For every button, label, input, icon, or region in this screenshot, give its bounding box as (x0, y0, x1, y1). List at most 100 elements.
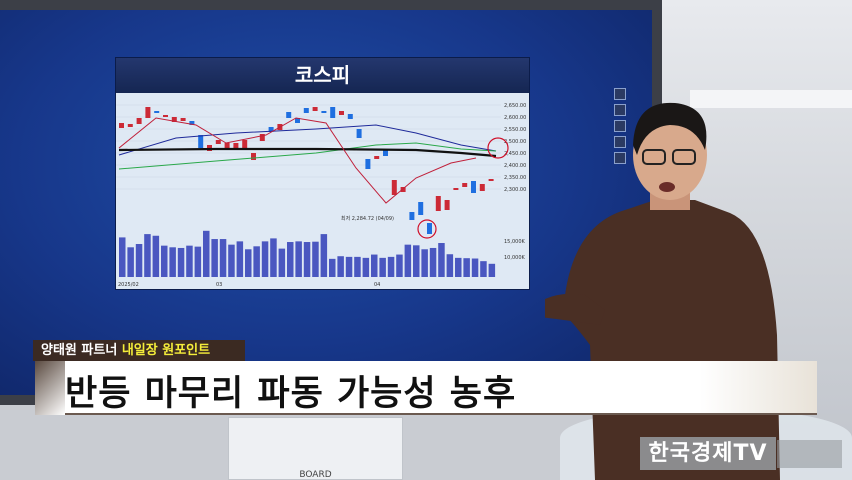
volume-bar (371, 254, 378, 277)
color-tool-icon[interactable] (614, 136, 626, 148)
volume-bar (320, 234, 328, 277)
desk-label: BOARD (299, 470, 332, 480)
volume-bar (488, 263, 496, 277)
volume-bar (236, 241, 244, 277)
candle (295, 118, 300, 123)
kospi-chart-window: 코스피 2,650.00 2,600.00 2,550.00 2,500.00 2,45… (115, 57, 530, 290)
price-tick: 2,300.00 (504, 187, 526, 193)
volume-bar (480, 261, 487, 277)
date-label: 03 (216, 282, 222, 288)
candle (268, 127, 274, 132)
volume-bar (345, 256, 353, 277)
candle (224, 143, 230, 149)
presenter-caption: 양태원 파트너 내일장 원포인트 (33, 340, 245, 361)
date-label: 2025/02 (118, 282, 139, 288)
candle (242, 140, 248, 149)
candle (119, 123, 124, 128)
candle (374, 156, 380, 159)
volume-bar (135, 244, 143, 277)
volume-bar (295, 241, 302, 277)
candle (462, 183, 468, 187)
candle (347, 114, 353, 119)
headline-text: 반등 마무리 파동 가능성 농후 (65, 374, 517, 414)
volume-bar (379, 257, 386, 277)
low-price-label: 최저 2,284.72 (04/09) (341, 215, 394, 222)
candle (251, 153, 256, 160)
candle (163, 115, 168, 117)
volume-bar (119, 237, 126, 277)
volume-bar (438, 243, 445, 277)
price-tick: 2,400.00 (504, 163, 526, 169)
eraser-tool-icon[interactable] (614, 120, 626, 132)
volume-bar (329, 258, 336, 277)
volume-tick: 15,000K (504, 239, 525, 245)
candle (154, 111, 160, 113)
volume-bar (127, 247, 134, 277)
candle (180, 118, 186, 121)
candle (330, 107, 336, 118)
date-label: 04 (374, 282, 380, 288)
volume-bar (270, 238, 277, 277)
candle (435, 196, 441, 211)
candle (479, 184, 485, 191)
studio-desk: BOARD (228, 417, 403, 480)
headline-banner: 반등 마무리 파동 가능성 농후 (35, 361, 817, 415)
presenter (545, 102, 780, 480)
candle (127, 124, 133, 127)
candle (453, 188, 459, 190)
volume-bar (228, 244, 235, 277)
broadcaster-logo: 한국경제TV (640, 437, 776, 470)
candle (189, 121, 195, 125)
candle (286, 112, 292, 118)
candle (444, 200, 450, 210)
price-tick: 2,600.00 (504, 115, 526, 121)
candle (391, 180, 397, 195)
candle (171, 117, 177, 122)
ma-line (118, 147, 497, 158)
candle (356, 129, 362, 138)
volume-bar (253, 246, 260, 277)
volume-bar (152, 235, 160, 277)
volume-bar (362, 257, 370, 277)
ma-line (118, 124, 497, 156)
volume-bar (144, 234, 151, 277)
volume-bar (287, 242, 294, 277)
volume-bar (471, 258, 479, 277)
ma-line (118, 142, 497, 170)
volume-bar (413, 245, 420, 277)
volume-bar (429, 247, 437, 277)
volume-bar (312, 241, 319, 277)
ma-line (118, 117, 477, 204)
candle (400, 187, 406, 192)
candle (136, 118, 142, 124)
chart-toolbar (614, 88, 628, 168)
candle (488, 179, 494, 181)
volume-bar (169, 247, 176, 277)
volume-bar (421, 249, 428, 277)
presenter-name: 양태원 파트너 (41, 343, 118, 358)
annotation-circle (417, 219, 437, 239)
candle (312, 107, 318, 111)
candle (303, 108, 309, 113)
volume-bar (303, 242, 311, 277)
price-tick: 2,550.00 (504, 127, 526, 133)
volume-bar (463, 258, 470, 277)
price-tick: 2,450.00 (504, 151, 526, 157)
pen-tool-icon[interactable] (614, 88, 626, 100)
candle (471, 181, 476, 193)
candle (145, 107, 151, 118)
candle (383, 149, 388, 156)
volume-bar (203, 230, 210, 277)
volume-bar (354, 256, 361, 277)
volume-bar (177, 247, 185, 277)
logo-extension (777, 440, 842, 468)
volume-bar (387, 256, 395, 277)
price-tick: 2,650.00 (504, 103, 526, 109)
candle (233, 143, 239, 148)
line-tool-icon[interactable] (614, 104, 626, 116)
settings-tool-icon[interactable] (614, 152, 626, 164)
candle (409, 212, 415, 220)
candle (365, 159, 371, 169)
volume-bar (337, 256, 344, 277)
price-tick: 2,350.00 (504, 175, 526, 181)
